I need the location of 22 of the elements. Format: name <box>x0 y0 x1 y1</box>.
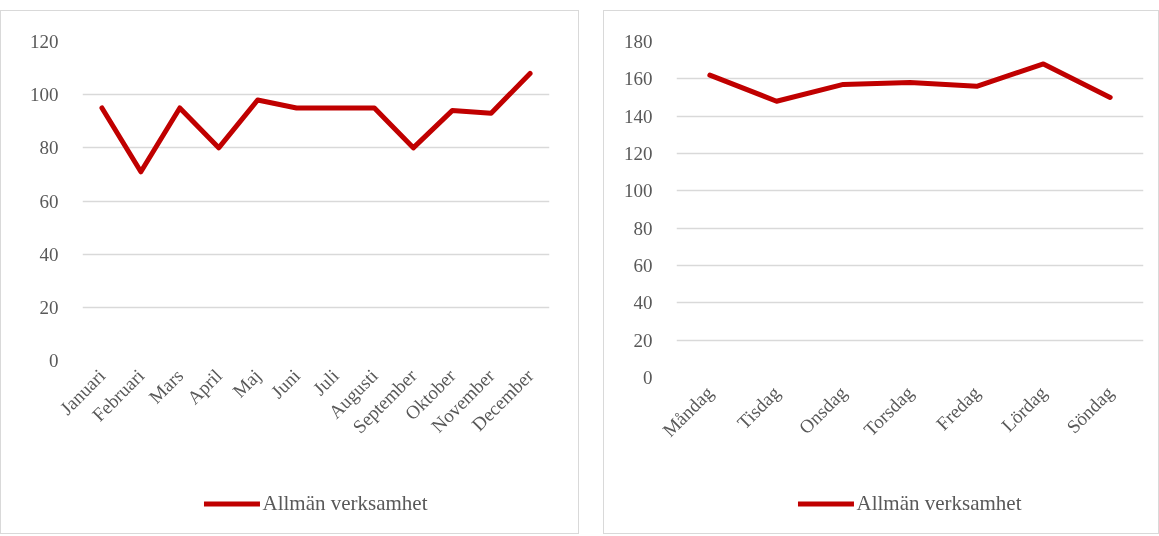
y-tick-label: 0 <box>643 367 653 388</box>
y-tick-label: 120 <box>624 143 653 164</box>
y-tick-label: 40 <box>39 243 59 265</box>
x-tick-label: Mars <box>144 365 188 408</box>
y-tick-label: 60 <box>39 190 59 212</box>
x-tick-label: Maj <box>228 365 266 402</box>
y-tick-label: 140 <box>624 105 653 127</box>
y-tick-label: 120 <box>30 31 59 52</box>
y-tick-label: 100 <box>30 84 59 106</box>
y-tick-label: 160 <box>624 68 653 90</box>
y-tick-label: 60 <box>633 255 653 276</box>
y-tick-label: 100 <box>624 180 653 202</box>
x-tick-label: Juni <box>266 365 304 403</box>
y-tick-label: 20 <box>633 329 653 351</box>
legend-label: Allmän verksamhet <box>856 490 1022 516</box>
y-tick-label: 80 <box>633 217 653 239</box>
legend-label: Allmän verksamhet <box>262 490 428 516</box>
y-tick-label: 0 <box>49 350 59 371</box>
y-tick-label: 180 <box>624 31 653 52</box>
y-tick-label: 80 <box>39 137 59 159</box>
y-tick-label: 20 <box>39 296 59 318</box>
y-tick-label: 40 <box>633 292 653 314</box>
